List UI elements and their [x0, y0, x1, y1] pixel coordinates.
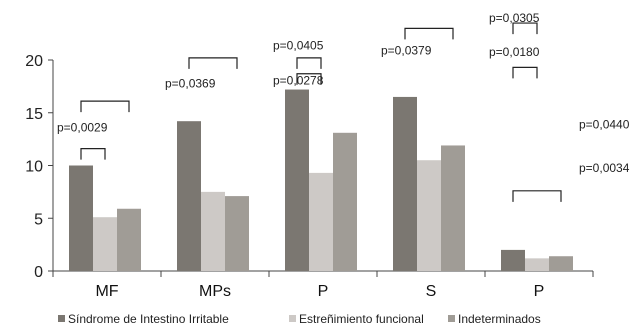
- p-value-label: p=0,0278: [273, 73, 324, 87]
- bar: [177, 121, 201, 271]
- bar: [393, 96, 417, 271]
- bar: [501, 249, 525, 271]
- legend-label: Indeterminados: [458, 312, 541, 326]
- annotations: p=0,0029 p=0,0369 p=0,0405 p=0,0278 p=0,0379…: [57, 11, 630, 202]
- bar: [69, 165, 93, 271]
- significance-bracket: [80, 148, 106, 160]
- x-tick-label: P: [534, 283, 545, 300]
- bar: [525, 258, 549, 271]
- p-value-label: p=0,0369: [165, 76, 216, 90]
- significance-bracket: [512, 190, 562, 202]
- bar: [225, 196, 249, 271]
- significance-bracket: [404, 27, 454, 40]
- p-value-label: p=0,0379: [381, 44, 432, 58]
- y-tick-label: 20: [25, 53, 43, 70]
- bar: [441, 145, 465, 271]
- y-tick-label: 10: [25, 159, 43, 176]
- legend: Síndrome de Intestino Irritable Estreñimi…: [58, 312, 541, 326]
- bar: [333, 132, 357, 271]
- bar: [549, 256, 573, 271]
- x-tick-label: MF: [95, 283, 118, 300]
- significance-bracket: [188, 57, 238, 69]
- p-value-label: p=0,0034: [579, 161, 630, 175]
- bar: [117, 208, 141, 271]
- p-value-label: p=0,0180: [489, 45, 540, 59]
- y-tick-label: 0: [34, 264, 43, 281]
- legend-swatch: [58, 315, 65, 322]
- bars: [69, 89, 573, 271]
- bar: [201, 191, 225, 271]
- legend-label: Estreñimiento funcional: [299, 312, 424, 326]
- legend-swatch: [289, 315, 296, 322]
- significance-bracket: [296, 73, 322, 85]
- y-tick-label: 15: [25, 106, 43, 123]
- significance-bracket: [80, 100, 130, 113]
- bar: [309, 172, 333, 271]
- p-value-label: p=0,0405: [273, 38, 324, 52]
- p-value-label: p=0,0305: [489, 11, 540, 25]
- bar: [93, 217, 117, 271]
- bar: [417, 160, 441, 271]
- significance-bracket: [296, 57, 322, 69]
- p-value-label: p=0,0440: [579, 118, 630, 132]
- p-value-label: p=0,0029: [57, 121, 108, 135]
- legend-label: Síndrome de Intestino Irritable: [68, 312, 229, 326]
- x-tick-label: MPs: [199, 283, 231, 300]
- legend-swatch: [448, 315, 455, 322]
- significance-bracket: [512, 22, 538, 35]
- significance-bracket: [512, 66, 538, 79]
- y-tick-label: 5: [34, 211, 43, 228]
- bar: [285, 89, 309, 271]
- x-tick-label: P: [318, 283, 329, 300]
- axes: 0 5 10 15 20 MF MPs P S P: [25, 53, 594, 300]
- x-tick-label: S: [426, 283, 437, 300]
